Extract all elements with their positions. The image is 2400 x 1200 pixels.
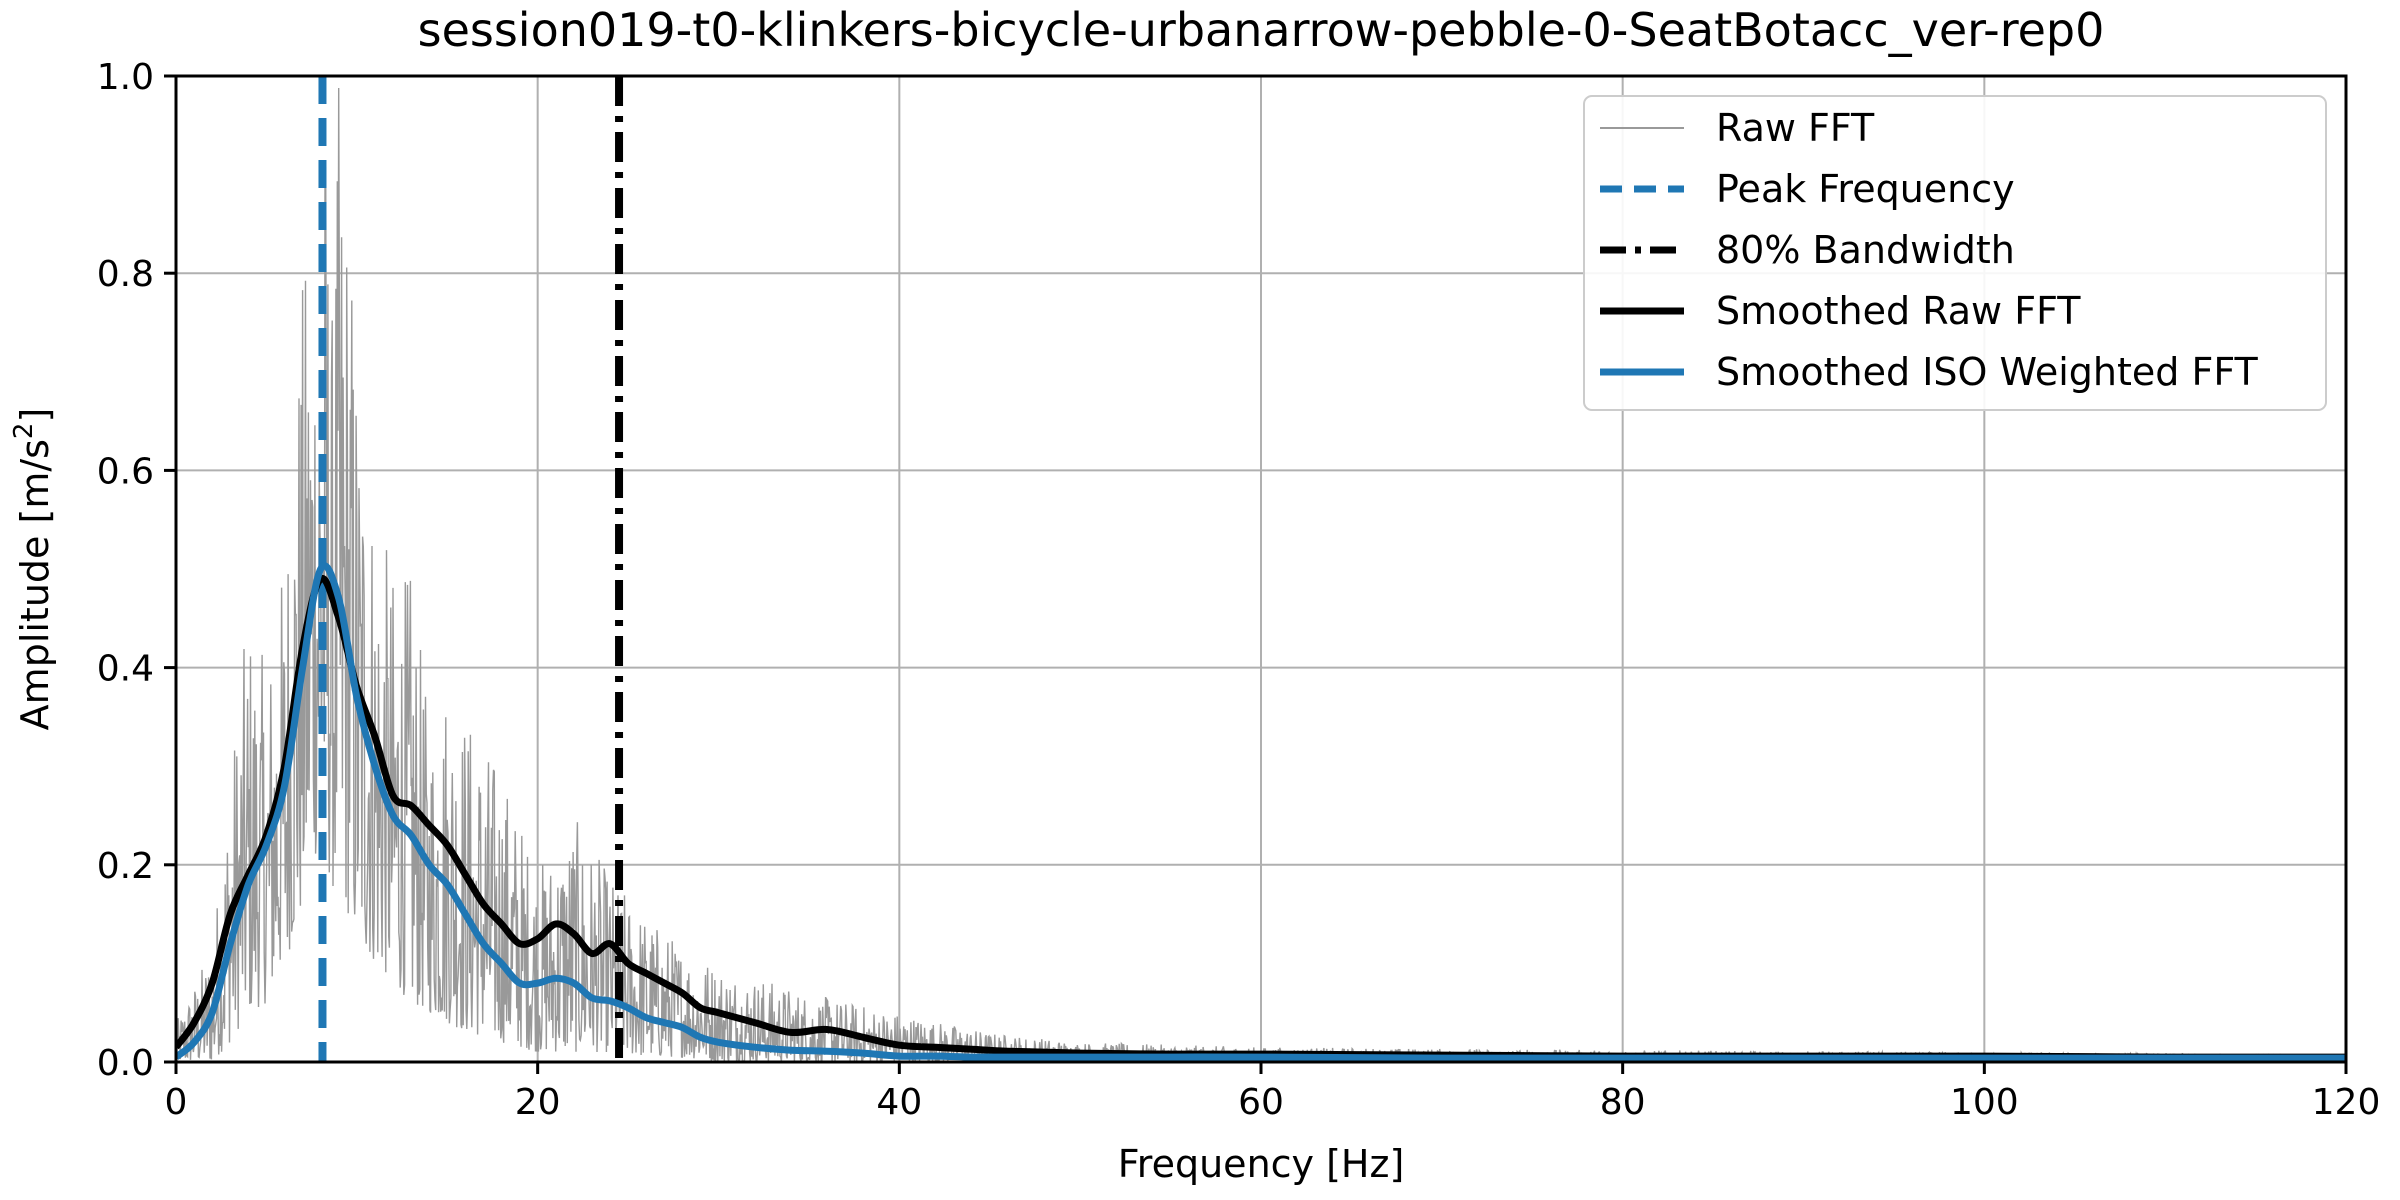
x-tick-label: 40 [876, 1082, 922, 1123]
smoothed-iso-fft-line [176, 562, 2346, 1062]
y-axis-label-exponent: 2 [9, 423, 39, 440]
y-axis-label-main: Amplitude [m/s [13, 439, 57, 730]
x-tick-label: 100 [1950, 1082, 2019, 1123]
y-tick-label: 0.0 [97, 1043, 154, 1084]
y-axis-label: Amplitude [m/s2] [9, 408, 57, 731]
x-tick-label: 60 [1238, 1082, 1284, 1123]
x-tick-label: 20 [515, 1082, 561, 1123]
legend: Raw FFT Peak Frequency 80% Bandwidth Smo… [1583, 95, 2327, 411]
legend-label-bandwidth: 80% Bandwidth [1716, 228, 2015, 272]
legend-label-smoothed-iso: Smoothed ISO Weighted FFT [1716, 350, 2259, 394]
y-tick-label: 0.2 [97, 846, 154, 887]
y-axis-ticks: 0.0 0.2 0.4 0.6 0.8 1.0 [97, 57, 176, 1084]
legend-label-smoothed-raw: Smoothed Raw FFT [1716, 289, 2081, 333]
y-axis-label-end: ] [13, 408, 57, 423]
legend-label-raw: Raw FFT [1716, 106, 1875, 150]
legend-box [1583, 95, 2327, 411]
y-tick-label: 0.6 [97, 451, 154, 492]
y-tick-label: 1.0 [97, 57, 154, 98]
x-tick-label: 120 [2312, 1082, 2381, 1123]
y-tick-label: 0.4 [97, 649, 154, 690]
x-tick-label: 0 [165, 1082, 188, 1123]
legend-label-peak: Peak Frequency [1716, 167, 2015, 211]
x-tick-label: 80 [1600, 1082, 1646, 1123]
x-axis-label: Frequency [Hz] [1118, 1142, 1405, 1186]
x-axis-ticks: 0 20 40 60 80 100 120 [165, 1062, 2381, 1123]
y-tick-label: 0.8 [97, 254, 154, 295]
chart-title: session019-t0-klinkers-bicycle-urbanarro… [418, 3, 2105, 57]
